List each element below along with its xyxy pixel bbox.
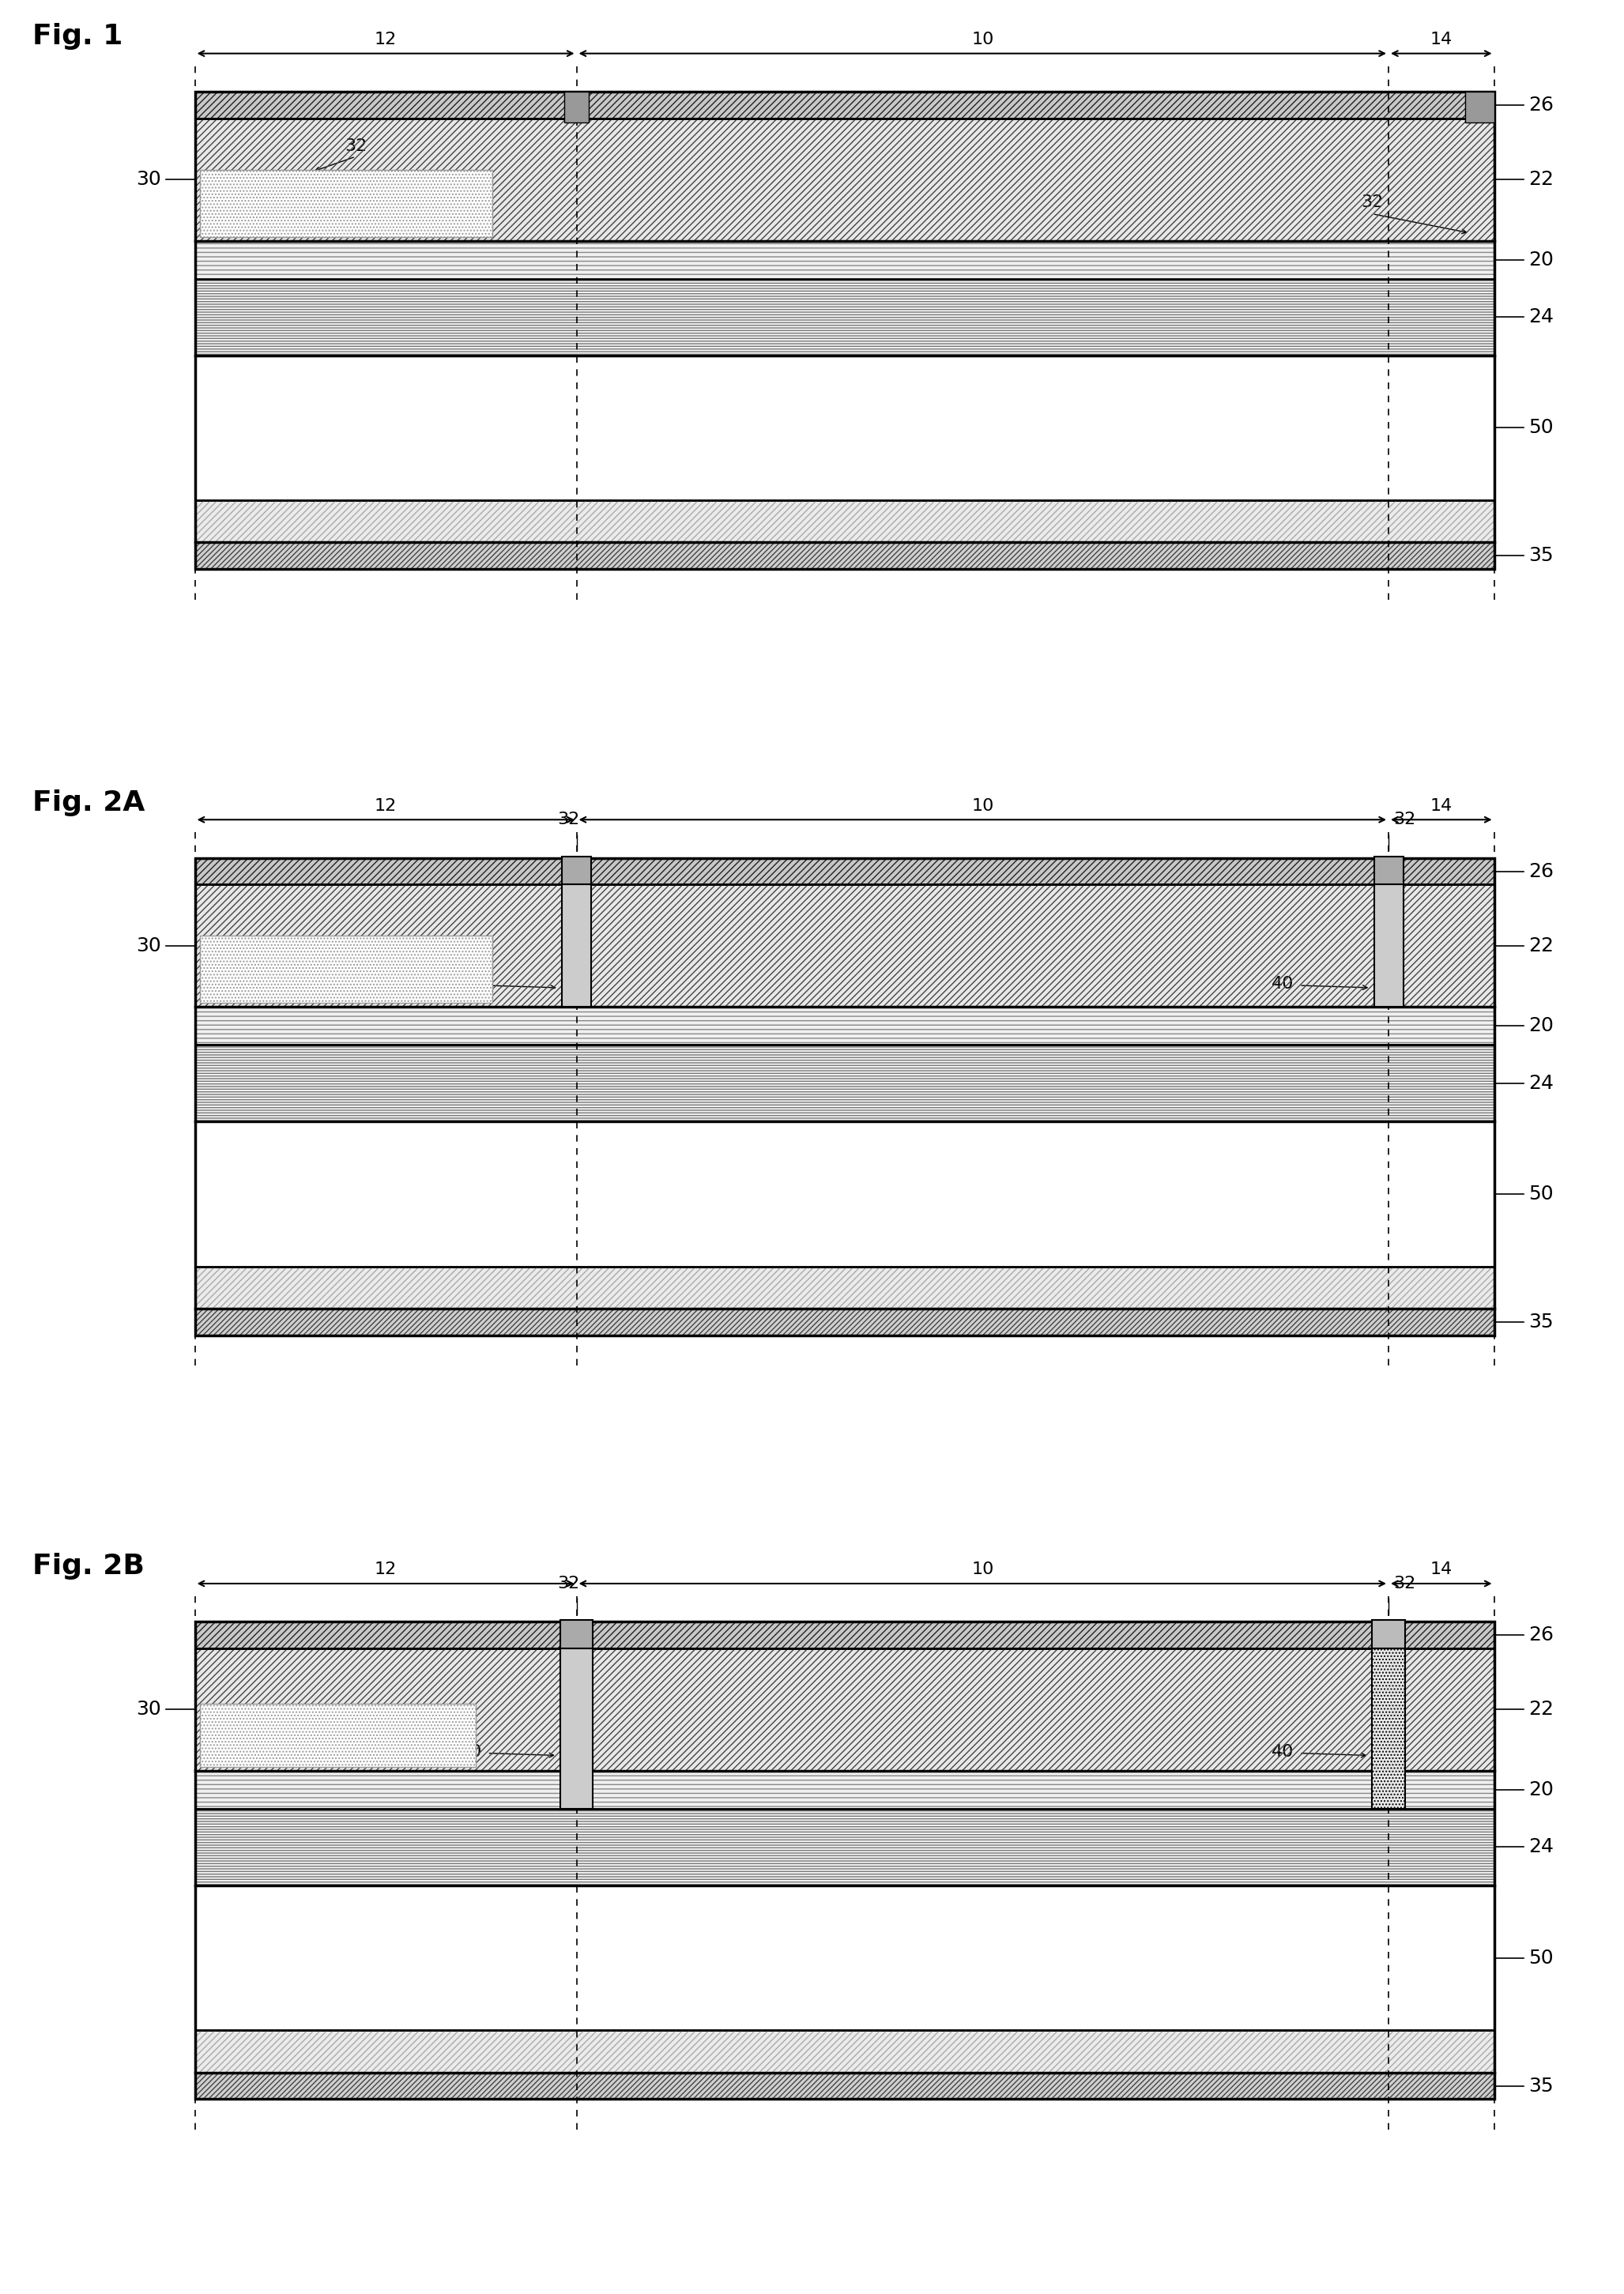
Bar [195, 280, 1494, 356]
Text: 32: 32 [1361, 195, 1384, 211]
Bar [195, 119, 1494, 241]
Bar [195, 1308, 1494, 1335]
Bar [1372, 1620, 1405, 1649]
Bar [195, 356, 1494, 500]
Text: 12: 12 [375, 32, 396, 48]
Bar [195, 1810, 1494, 1886]
Bar [560, 1649, 593, 1810]
Text: 22: 22 [1528, 1700, 1554, 1718]
Bar [195, 500, 1494, 541]
Bar [562, 856, 591, 885]
Bar [195, 2071, 1494, 2099]
Text: Fig. 2B: Fig. 2B [32, 1553, 145, 1581]
Text: 32: 32 [557, 1576, 580, 1592]
Bar [195, 92, 1494, 119]
Bar [565, 92, 590, 122]
Bar [195, 92, 1494, 119]
Bar [195, 858, 1494, 1335]
Bar [195, 1046, 1494, 1122]
Bar [195, 1046, 1494, 1122]
Text: 20: 20 [1528, 250, 1554, 268]
Text: 32: 32 [344, 138, 367, 154]
Bar [195, 241, 1494, 280]
Text: 26: 26 [1528, 96, 1554, 115]
Text: 10: 10 [971, 32, 994, 48]
Text: 22: 22 [1528, 170, 1554, 188]
Bar [195, 858, 1494, 885]
Bar [195, 92, 1494, 569]
Text: 14: 14 [1431, 32, 1452, 48]
Text: 40: 40 [1272, 1743, 1294, 1759]
Text: 35: 35 [1528, 2076, 1553, 2094]
Text: 50: 50 [1528, 1184, 1553, 1204]
Text: 22: 22 [1528, 936, 1554, 954]
Text: 30: 30 [136, 936, 161, 954]
Text: 24: 24 [1528, 307, 1554, 326]
Text: 12: 12 [375, 798, 396, 814]
Bar [1465, 92, 1494, 122]
Bar [195, 119, 1494, 241]
Text: Fig. 1: Fig. 1 [32, 23, 123, 50]
Text: 24: 24 [1528, 1837, 1554, 1856]
Bar [195, 280, 1494, 356]
Bar [1374, 856, 1403, 885]
Bar [195, 1266, 1494, 1308]
Bar [1374, 885, 1403, 1007]
Text: 50: 50 [1528, 1948, 1553, 1968]
Text: 40: 40 [1272, 975, 1294, 991]
Bar [195, 885, 1494, 1007]
Text: 12: 12 [375, 1562, 396, 1578]
Text: 35: 35 [1528, 546, 1553, 564]
Bar [195, 541, 1494, 569]
Text: 26: 26 [1528, 863, 1554, 881]
Text: 35: 35 [1528, 1312, 1553, 1331]
Text: 20: 20 [1528, 1780, 1554, 1798]
Bar [195, 1649, 1494, 1771]
Bar [195, 858, 1494, 885]
Text: 40: 40 [460, 975, 482, 991]
Bar [195, 1810, 1494, 1886]
Bar [195, 1622, 1494, 2099]
Bar [195, 2071, 1494, 2099]
Text: 24: 24 [1528, 1074, 1554, 1092]
Bar [195, 1266, 1494, 1308]
Bar [195, 2030, 1494, 2071]
Text: 40: 40 [460, 1743, 482, 1759]
Bar [195, 1649, 1494, 1771]
Text: 32: 32 [1393, 1576, 1416, 1592]
Bar [195, 1122, 1494, 1266]
Text: 30: 30 [136, 170, 161, 188]
Bar [562, 885, 591, 1007]
Text: 32: 32 [1393, 812, 1416, 828]
Bar [195, 2030, 1494, 2071]
Bar [200, 170, 492, 236]
Bar [195, 500, 1494, 541]
Bar [195, 1886, 1494, 2030]
Bar [1372, 1649, 1405, 1810]
Text: 32: 32 [557, 812, 580, 828]
Text: 14: 14 [1431, 1562, 1452, 1578]
Bar [560, 1620, 593, 1649]
Text: 14: 14 [1431, 798, 1452, 814]
Bar [195, 1622, 1494, 1649]
Bar [195, 1007, 1494, 1046]
Text: 26: 26 [1528, 1626, 1554, 1645]
Bar [195, 541, 1494, 569]
Bar [195, 885, 1494, 1007]
Bar [195, 1622, 1494, 1649]
Text: Fig. 2A: Fig. 2A [32, 789, 145, 817]
Text: 20: 20 [1528, 1016, 1554, 1035]
Bar [195, 1771, 1494, 1810]
Text: 10: 10 [971, 798, 994, 814]
Bar [195, 241, 1494, 280]
Text: 50: 50 [1528, 418, 1553, 438]
Bar [195, 1771, 1494, 1810]
Text: 10: 10 [971, 1562, 994, 1578]
Bar [195, 1007, 1494, 1046]
Bar [200, 1704, 476, 1766]
Bar [200, 936, 492, 1002]
Text: 30: 30 [136, 1700, 161, 1718]
Bar [195, 1308, 1494, 1335]
